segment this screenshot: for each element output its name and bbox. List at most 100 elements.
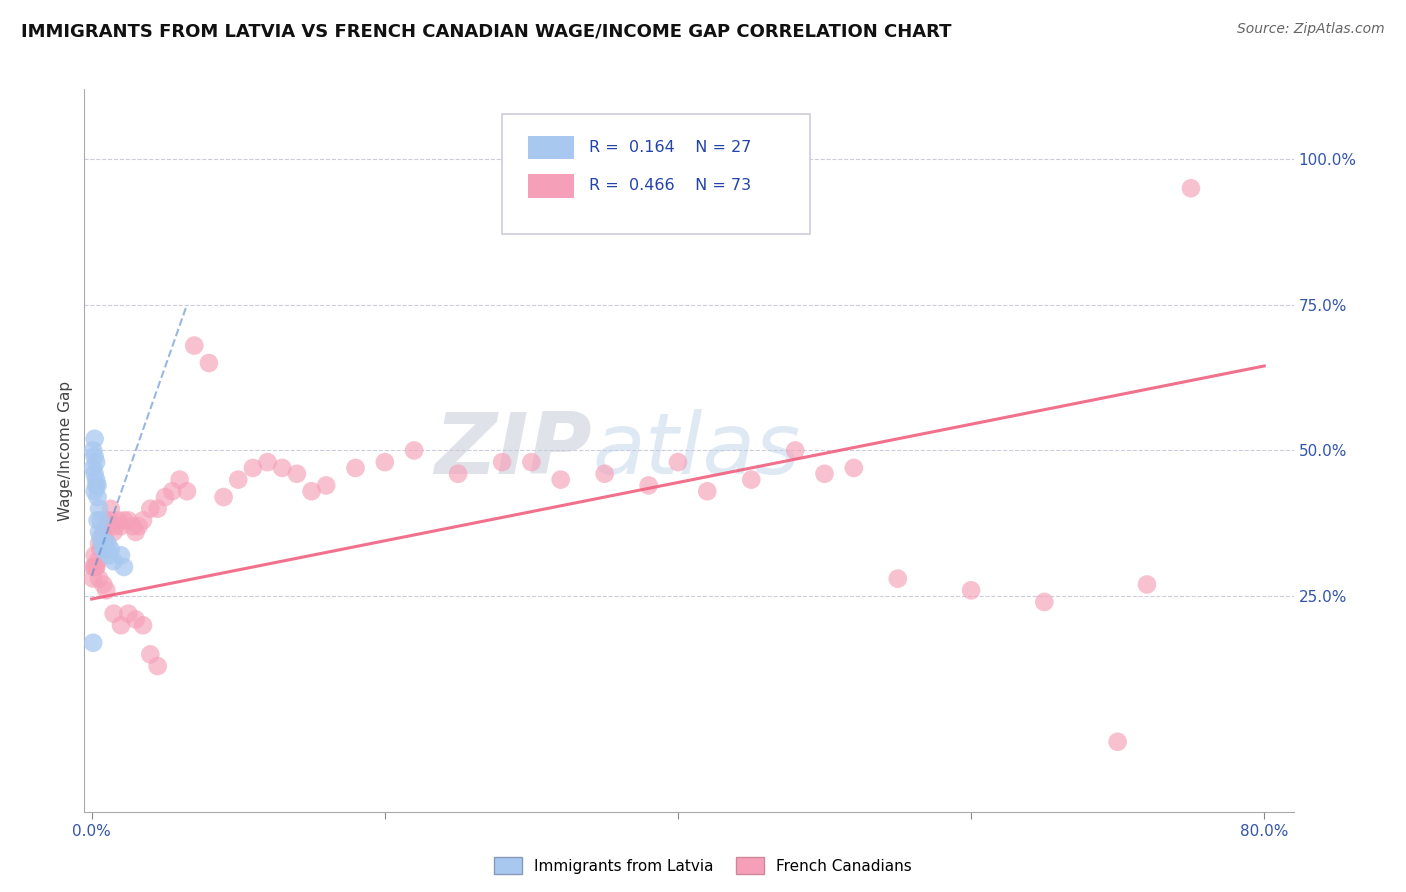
Point	[550, 473, 572, 487]
Point	[97, 519, 120, 533]
Text: Source: ZipAtlas.com: Source: ZipAtlas.com	[1237, 22, 1385, 37]
Point	[86, 554, 108, 568]
Point	[1136, 577, 1159, 591]
Point	[84, 478, 107, 492]
Point	[83, 467, 105, 481]
Point	[696, 484, 718, 499]
Point	[212, 490, 235, 504]
Point	[121, 519, 143, 533]
Point	[96, 542, 118, 557]
Point	[87, 572, 110, 586]
Point	[404, 443, 426, 458]
Point	[447, 467, 470, 481]
Point	[84, 455, 107, 469]
Point	[91, 531, 114, 545]
Point	[83, 450, 105, 464]
Point	[666, 455, 689, 469]
Point	[110, 618, 132, 632]
Point	[98, 549, 121, 563]
Point	[82, 636, 104, 650]
Point	[87, 501, 110, 516]
Point	[83, 560, 105, 574]
Point	[107, 513, 129, 527]
Point	[740, 473, 762, 487]
Text: IMMIGRANTS FROM LATVIA VS FRENCH CANADIAN WAGE/INCOME GAP CORRELATION CHART: IMMIGRANTS FROM LATVIA VS FRENCH CANADIA…	[21, 22, 952, 40]
Point	[89, 531, 111, 545]
Point	[96, 513, 118, 527]
Point	[271, 461, 294, 475]
Point	[83, 549, 105, 563]
Bar	[529, 175, 574, 198]
Point	[1033, 595, 1056, 609]
Point	[82, 443, 104, 458]
Point	[842, 461, 865, 475]
Point	[84, 473, 107, 487]
Point	[91, 537, 114, 551]
Point	[117, 607, 139, 621]
Point	[128, 519, 150, 533]
Point	[110, 519, 132, 533]
Point	[86, 490, 108, 504]
Point	[960, 583, 983, 598]
Point	[110, 549, 132, 563]
Point	[93, 524, 115, 539]
Point	[124, 612, 146, 626]
Point	[117, 513, 139, 527]
Point	[96, 583, 118, 598]
Point	[344, 461, 367, 475]
Point	[100, 501, 122, 516]
Point	[162, 484, 184, 499]
Point	[82, 572, 104, 586]
Y-axis label: Wage/Income Gap: Wage/Income Gap	[58, 380, 73, 521]
Point	[89, 513, 111, 527]
Point	[83, 432, 105, 446]
Point	[285, 467, 308, 481]
Point	[94, 531, 117, 545]
Point	[315, 478, 337, 492]
Point	[256, 455, 278, 469]
Point	[198, 356, 221, 370]
Point	[146, 501, 169, 516]
Point	[139, 648, 162, 662]
Point	[176, 484, 198, 499]
Point	[183, 338, 205, 352]
Point	[301, 484, 323, 499]
Point	[103, 607, 125, 621]
Point	[103, 524, 125, 539]
Point	[103, 554, 125, 568]
Text: R =  0.164    N = 27: R = 0.164 N = 27	[589, 140, 751, 155]
Text: atlas: atlas	[592, 409, 800, 492]
Point	[785, 443, 807, 458]
Text: R =  0.466    N = 73: R = 0.466 N = 73	[589, 178, 751, 193]
Point	[84, 560, 107, 574]
Point	[637, 478, 659, 492]
Point	[89, 542, 111, 557]
Legend: Immigrants from Latvia, French Canadians: Immigrants from Latvia, French Canadians	[488, 851, 918, 880]
Point	[87, 524, 110, 539]
Point	[93, 577, 115, 591]
Point	[83, 484, 105, 499]
Point	[82, 461, 104, 475]
Point	[132, 513, 155, 527]
Point	[132, 618, 155, 632]
Point	[593, 467, 616, 481]
Point	[87, 537, 110, 551]
Point	[813, 467, 835, 481]
Point	[153, 490, 176, 504]
Point	[82, 560, 104, 574]
Point	[146, 659, 169, 673]
Point	[139, 501, 162, 516]
Point	[86, 513, 108, 527]
Point	[104, 519, 127, 533]
Bar	[529, 136, 574, 160]
Point	[1180, 181, 1202, 195]
Point	[887, 572, 910, 586]
Point	[491, 455, 513, 469]
FancyBboxPatch shape	[502, 114, 810, 234]
Point	[93, 542, 115, 557]
Point	[86, 478, 108, 492]
Point	[100, 542, 122, 557]
Point	[97, 537, 120, 551]
Point	[1107, 735, 1129, 749]
Point	[124, 524, 146, 539]
